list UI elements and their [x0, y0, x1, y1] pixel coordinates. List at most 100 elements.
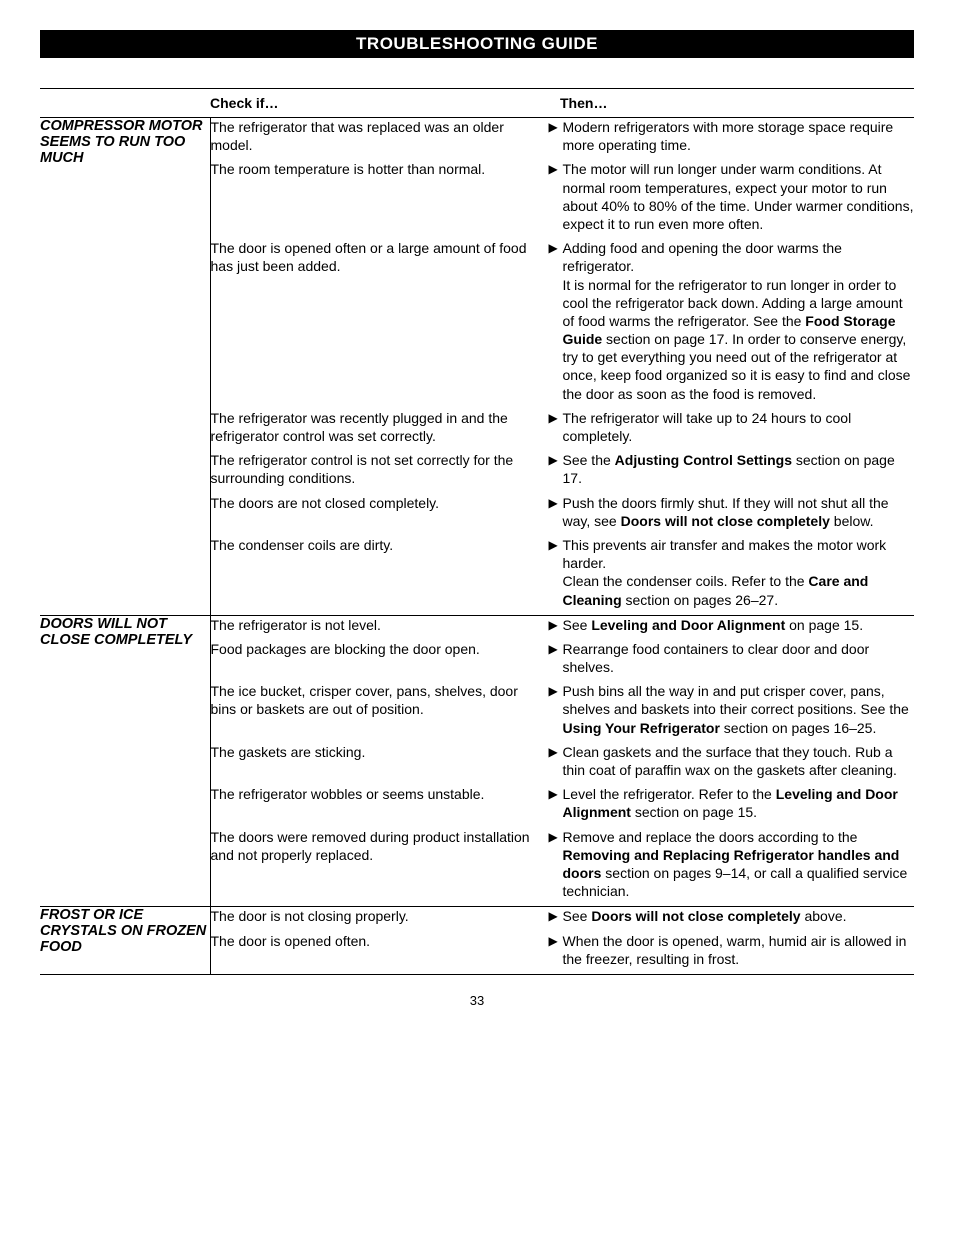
col-header-check: Check if…: [210, 89, 560, 118]
check-text: The doors were removed during product in…: [211, 828, 549, 903]
triangle-icon: ▶: [549, 743, 563, 779]
check-text: The refrigerator control is not set corr…: [211, 451, 549, 489]
then-col: ▶Modern refrigerators with more storage …: [549, 118, 915, 156]
then-text: This prevents air transfer and makes the…: [563, 536, 915, 609]
check-text: The refrigerator wobbles or seems unstab…: [211, 785, 549, 823]
then-text: The motor will run longer under warm con…: [563, 160, 915, 233]
then-col: ▶When the door is opened, warm, humid ai…: [549, 932, 915, 970]
then-item: ▶When the door is opened, warm, humid ai…: [549, 932, 915, 968]
then-item: ▶Modern refrigerators with more storage …: [549, 118, 915, 154]
then-text: Remove and replace the doors according t…: [563, 828, 915, 901]
triangle-icon: ▶: [549, 160, 563, 233]
triangle-icon: ▶: [549, 682, 563, 737]
content-cell: The refrigerator is not level.▶See Level…: [210, 615, 914, 907]
problem-cell: FROST OR ICE CRYSTALS ON FROZEN FOOD: [40, 907, 210, 975]
then-col: ▶This prevents air transfer and makes th…: [549, 536, 915, 611]
then-item: ▶Level the refrigerator. Refer to the Le…: [549, 785, 915, 821]
triangle-icon: ▶: [549, 907, 563, 925]
table-row: The ice bucket, crisper cover, pans, she…: [211, 682, 915, 739]
then-col: ▶See the Adjusting Control Settings sect…: [549, 451, 915, 489]
then-item: ▶Push bins all the way in and put crispe…: [549, 682, 915, 737]
content-cell: The door is not closing properly.▶See Do…: [210, 907, 914, 975]
then-item: ▶See Leveling and Door Alignment on page…: [549, 616, 915, 634]
then-col: ▶See Leveling and Door Alignment on page…: [549, 616, 915, 636]
then-text: Push bins all the way in and put crisper…: [563, 682, 915, 737]
table-section: DOORS WILL NOT CLOSE COMPLETELYThe refri…: [40, 615, 914, 907]
check-text: The condenser coils are dirty.: [211, 536, 549, 611]
content-cell: The refrigerator that was replaced was a…: [210, 118, 914, 616]
then-item: ▶The refrigerator will take up to 24 hou…: [549, 409, 915, 445]
col-header-problem: [40, 89, 210, 118]
triangle-icon: ▶: [549, 828, 563, 901]
table-row: The refrigerator wobbles or seems unstab…: [211, 785, 915, 823]
triangle-icon: ▶: [549, 932, 563, 968]
troubleshooting-table: Check if… Then… COMPRESSOR MOTOR SEEMS T…: [40, 88, 914, 975]
check-text: The refrigerator was recently plugged in…: [211, 409, 549, 447]
then-col: ▶Adding food and opening the door warms …: [549, 239, 915, 405]
check-text: The door is opened often.: [211, 932, 549, 970]
then-col: ▶Rearrange food containers to clear door…: [549, 640, 915, 678]
problem-cell: COMPRESSOR MOTOR SEEMS TO RUN TOO MUCH: [40, 118, 210, 616]
table-row: The refrigerator is not level.▶See Level…: [211, 616, 915, 636]
then-text: See Doors will not close completely abov…: [563, 907, 915, 925]
then-item: ▶Push the doors firmly shut. If they wil…: [549, 494, 915, 530]
then-text: The refrigerator will take up to 24 hour…: [563, 409, 915, 445]
then-col: ▶Push bins all the way in and put crispe…: [549, 682, 915, 739]
col-header-then: Then…: [560, 89, 914, 118]
check-text: The door is not closing properly.: [211, 907, 549, 927]
check-text: Food packages are blocking the door open…: [211, 640, 549, 678]
table-section: FROST OR ICE CRYSTALS ON FROZEN FOODThe …: [40, 907, 914, 975]
then-text: When the door is opened, warm, humid air…: [563, 932, 915, 968]
table-row: Food packages are blocking the door open…: [211, 640, 915, 678]
check-text: The gaskets are sticking.: [211, 743, 549, 781]
triangle-icon: ▶: [549, 239, 563, 403]
table-row: The door is not closing properly.▶See Do…: [211, 907, 915, 927]
then-col: ▶Remove and replace the doors according …: [549, 828, 915, 903]
then-item: ▶The motor will run longer under warm co…: [549, 160, 915, 233]
table-row: The door is opened often.▶When the door …: [211, 932, 915, 970]
triangle-icon: ▶: [549, 409, 563, 445]
table-row: The door is opened often or a large amou…: [211, 239, 915, 405]
triangle-icon: ▶: [549, 616, 563, 634]
check-text: The room temperature is hotter than norm…: [211, 160, 549, 235]
then-text: See Leveling and Door Alignment on page …: [563, 616, 915, 634]
table-row: The condenser coils are dirty.▶This prev…: [211, 536, 915, 611]
table-row: The room temperature is hotter than norm…: [211, 160, 915, 235]
check-text: The door is opened often or a large amou…: [211, 239, 549, 405]
then-item: ▶Remove and replace the doors according …: [549, 828, 915, 901]
then-item: ▶This prevents air transfer and makes th…: [549, 536, 915, 609]
problem-cell: DOORS WILL NOT CLOSE COMPLETELY: [40, 615, 210, 907]
triangle-icon: ▶: [549, 118, 563, 154]
triangle-icon: ▶: [549, 494, 563, 530]
check-text: The refrigerator that was replaced was a…: [211, 118, 549, 156]
table-row: The doors were removed during product in…: [211, 828, 915, 903]
then-text: Modern refrigerators with more storage s…: [563, 118, 915, 154]
check-text: The refrigerator is not level.: [211, 616, 549, 636]
table-row: The refrigerator control is not set corr…: [211, 451, 915, 489]
triangle-icon: ▶: [549, 785, 563, 821]
then-col: ▶The motor will run longer under warm co…: [549, 160, 915, 235]
table-row: The gaskets are sticking.▶Clean gaskets …: [211, 743, 915, 781]
then-item: ▶Rearrange food containers to clear door…: [549, 640, 915, 676]
triangle-icon: ▶: [549, 640, 563, 676]
table-row: The refrigerator that was replaced was a…: [211, 118, 915, 156]
check-text: The doors are not closed completely.: [211, 494, 549, 532]
then-item: ▶Adding food and opening the door warms …: [549, 239, 915, 403]
then-text: Push the doors firmly shut. If they will…: [563, 494, 915, 530]
then-col: ▶Level the refrigerator. Refer to the Le…: [549, 785, 915, 823]
then-col: ▶Clean gaskets and the surface that they…: [549, 743, 915, 781]
then-col: ▶See Doors will not close completely abo…: [549, 907, 915, 927]
then-text: See the Adjusting Control Settings secti…: [563, 451, 915, 487]
page-header: TROUBLESHOOTING GUIDE: [40, 30, 914, 58]
then-item: ▶Clean gaskets and the surface that they…: [549, 743, 915, 779]
triangle-icon: ▶: [549, 536, 563, 609]
table-header-row: Check if… Then…: [40, 89, 914, 118]
then-col: ▶Push the doors firmly shut. If they wil…: [549, 494, 915, 532]
then-col: ▶The refrigerator will take up to 24 hou…: [549, 409, 915, 447]
table-section: COMPRESSOR MOTOR SEEMS TO RUN TOO MUCHTh…: [40, 118, 914, 616]
then-text: Clean gaskets and the surface that they …: [563, 743, 915, 779]
then-text: Adding food and opening the door warms t…: [563, 239, 915, 403]
triangle-icon: ▶: [549, 451, 563, 487]
then-item: ▶See Doors will not close completely abo…: [549, 907, 915, 925]
check-text: The ice bucket, crisper cover, pans, she…: [211, 682, 549, 739]
